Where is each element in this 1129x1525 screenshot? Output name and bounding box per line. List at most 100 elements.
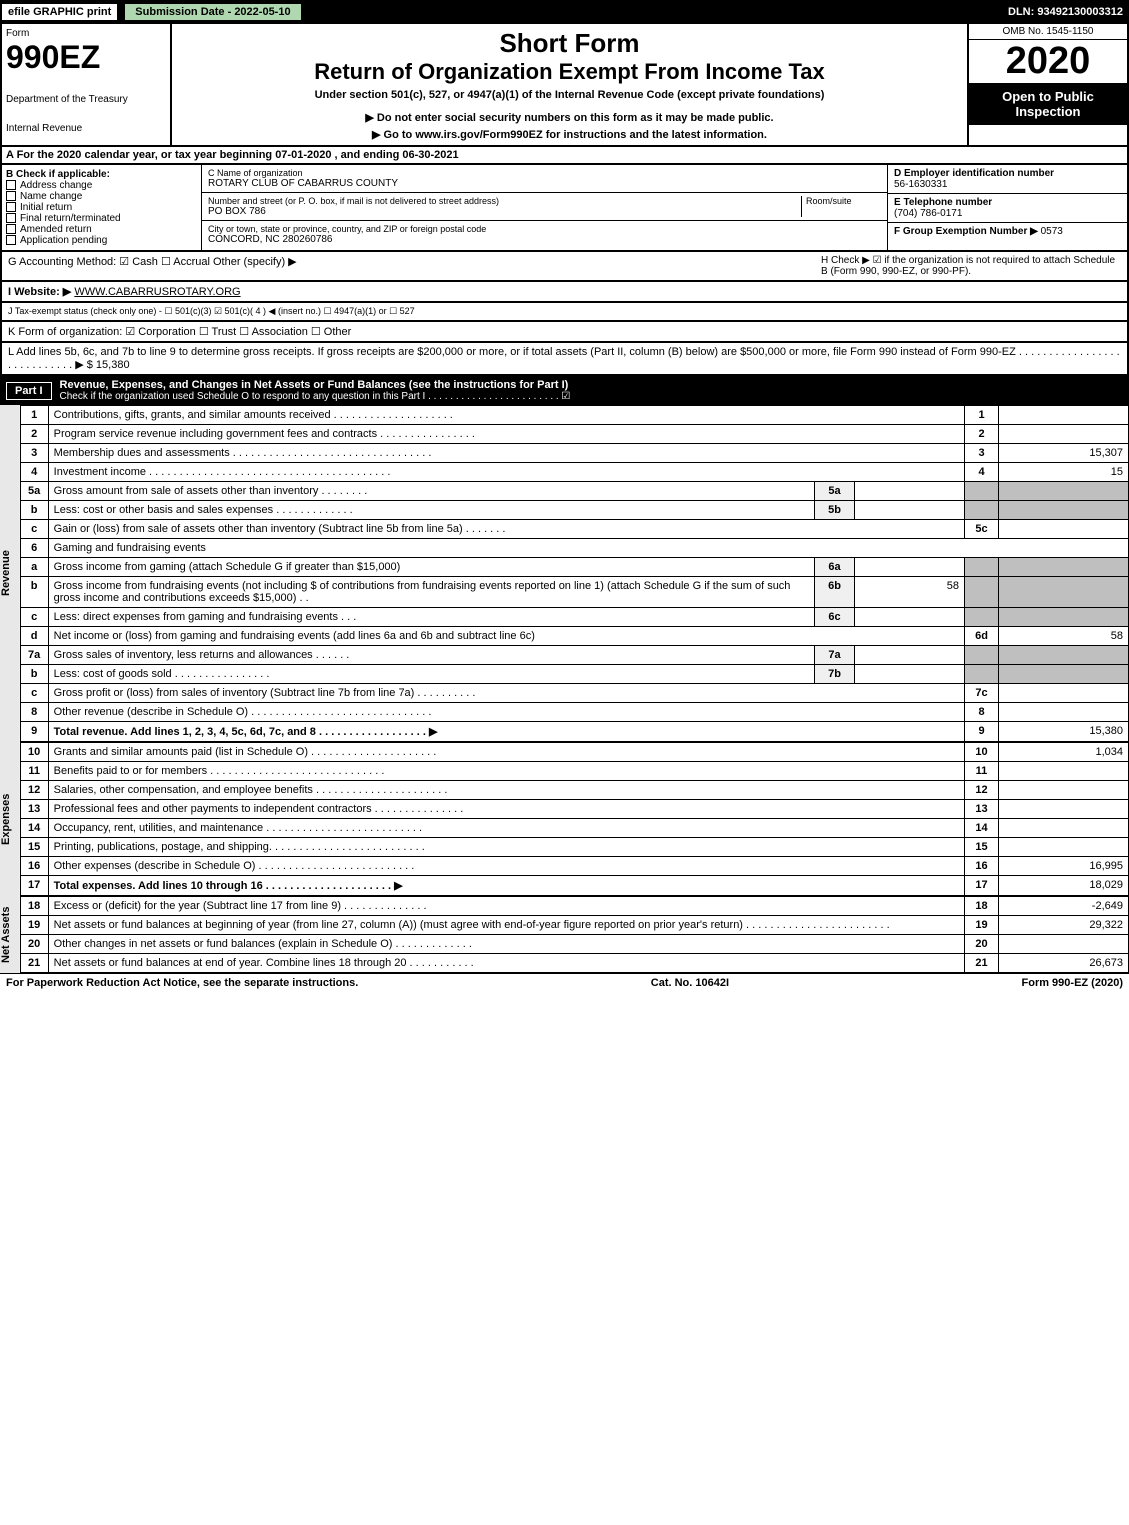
tax-year: 2020 [969, 40, 1127, 83]
footer-mid: Cat. No. 10642I [651, 977, 729, 989]
dept-treasury: Department of the Treasury [6, 94, 166, 105]
chk-address-change[interactable] [6, 180, 16, 190]
table-row: 3Membership dues and assessments . . . .… [20, 444, 1128, 463]
part1-label: Part I [6, 382, 52, 400]
grp-label: F Group Exemption Number ▶ [894, 226, 1038, 237]
table-row: cLess: direct expenses from gaming and f… [20, 608, 1128, 627]
table-row: 2Program service revenue including gover… [20, 425, 1128, 444]
table-row: 18Excess or (deficit) for the year (Subt… [20, 897, 1128, 916]
table-row: cGross profit or (loss) from sales of in… [20, 684, 1128, 703]
ssn-warning: ▶ Do not enter social security numbers o… [176, 111, 963, 124]
website-label: I Website: ▶ [8, 286, 71, 298]
efile-print-button[interactable]: efile GRAPHIC print [0, 2, 119, 22]
box-c: C Name of organization ROTARY CLUB OF CA… [202, 165, 887, 250]
table-row: 5aGross amount from sale of assets other… [20, 482, 1128, 501]
footer-left: For Paperwork Reduction Act Notice, see … [6, 977, 358, 989]
tax-period: A For the 2020 calendar year, or tax yea… [0, 147, 1129, 165]
part1-header: Part I Revenue, Expenses, and Changes in… [0, 376, 1129, 405]
goto-link[interactable]: ▶ Go to www.irs.gov/Form990EZ for instru… [176, 128, 963, 141]
table-row: 6Gaming and fundraising events [20, 539, 1128, 558]
city-label: City or town, state or province, country… [208, 224, 881, 234]
table-row: 21Net assets or fund balances at end of … [20, 954, 1128, 973]
table-row: aGross income from gaming (attach Schedu… [20, 558, 1128, 577]
table-row: 17Total expenses. Add lines 10 through 1… [20, 876, 1128, 896]
table-row: bLess: cost or other basis and sales exp… [20, 501, 1128, 520]
expenses-label: Expenses [0, 742, 20, 896]
table-row: 14Occupancy, rent, utilities, and mainte… [20, 819, 1128, 838]
ein-label: D Employer identification number [894, 168, 1121, 179]
page-footer: For Paperwork Reduction Act Notice, see … [0, 973, 1129, 992]
org-name: ROTARY CLUB OF CABARRUS COUNTY [208, 178, 881, 189]
table-row: 13Professional fees and other payments t… [20, 800, 1128, 819]
table-row: 10Grants and similar amounts paid (list … [20, 743, 1128, 762]
chk-application-pending[interactable] [6, 235, 16, 245]
opt-initial-return: Initial return [20, 202, 72, 213]
table-row: 4Investment income . . . . . . . . . . .… [20, 463, 1128, 482]
tel-value: (704) 786-0171 [894, 208, 1121, 219]
part1-title: Revenue, Expenses, and Changes in Net As… [60, 379, 571, 391]
form-header: Form 990EZ Department of the Treasury In… [0, 24, 1129, 147]
short-form-title: Short Form [176, 28, 963, 59]
room-label: Room/suite [806, 196, 881, 206]
expenses-table: 10Grants and similar amounts paid (list … [20, 742, 1129, 896]
table-row: 19Net assets or fund balances at beginni… [20, 916, 1128, 935]
table-row: bGross income from fundraising events (n… [20, 577, 1128, 608]
table-row: 11Benefits paid to or for members . . . … [20, 762, 1128, 781]
box-b: B Check if applicable: Address change Na… [2, 165, 202, 250]
box-b-label: B Check if applicable: [6, 169, 197, 180]
line-g: G Accounting Method: ☑ Cash ☐ Accrual Ot… [8, 255, 821, 277]
chk-final-return[interactable] [6, 213, 16, 223]
line-i: I Website: ▶ WWW.CABARRUSROTARY.ORG [0, 282, 1129, 303]
line-l: L Add lines 5b, 6c, and 7b to line 9 to … [0, 343, 1129, 376]
chk-name-change[interactable] [6, 191, 16, 201]
table-row: 1Contributions, gifts, grants, and simil… [20, 406, 1128, 425]
form-label: Form [6, 28, 166, 39]
open-public: Open to Public Inspection [969, 83, 1127, 125]
table-row: 20Other changes in net assets or fund ba… [20, 935, 1128, 954]
ein-value: 56-1630331 [894, 179, 1121, 190]
part1-check: Check if the organization used Schedule … [60, 391, 571, 402]
opt-final-return: Final return/terminated [20, 213, 121, 224]
revenue-label: Revenue [0, 405, 20, 742]
footer-right: Form 990-EZ (2020) [1022, 977, 1123, 989]
opt-amended-return: Amended return [20, 224, 92, 235]
table-row: cGain or (loss) from sale of assets othe… [20, 520, 1128, 539]
table-row: 7aGross sales of inventory, less returns… [20, 646, 1128, 665]
line-j: J Tax-exempt status (check only one) - ☐… [0, 303, 1129, 322]
addr-label: Number and street (or P. O. box, if mail… [208, 196, 801, 206]
opt-address-change: Address change [20, 180, 92, 191]
grp-value: 0573 [1041, 226, 1063, 237]
table-row: 9Total revenue. Add lines 1, 2, 3, 4, 5c… [20, 722, 1128, 742]
table-row: 15Printing, publications, postage, and s… [20, 838, 1128, 857]
tel-label: E Telephone number [894, 197, 1121, 208]
revenue-table: 1Contributions, gifts, grants, and simil… [20, 405, 1129, 742]
chk-initial-return[interactable] [6, 202, 16, 212]
main-title: Return of Organization Exempt From Incom… [176, 59, 963, 85]
info-grid: B Check if applicable: Address change Na… [0, 165, 1129, 252]
table-row: 12Salaries, other compensation, and empl… [20, 781, 1128, 800]
line-h: H Check ▶ ☑ if the organization is not r… [821, 255, 1121, 277]
netassets-label: Net Assets [0, 896, 20, 973]
city-value: CONCORD, NC 280260786 [208, 234, 881, 245]
table-row: dNet income or (loss) from gaming and fu… [20, 627, 1128, 646]
dln-label: DLN: 93492130003312 [1008, 6, 1129, 18]
website-link[interactable]: WWW.CABARRUSROTARY.ORG [74, 286, 240, 298]
chk-amended-return[interactable] [6, 224, 16, 234]
netassets-table: 18Excess or (deficit) for the year (Subt… [20, 896, 1129, 973]
addr-value: PO BOX 786 [208, 206, 801, 217]
form-number: 990EZ [6, 39, 166, 76]
subtitle: Under section 501(c), 527, or 4947(a)(1)… [176, 89, 963, 101]
submission-date: Submission Date - 2022-05-10 [123, 2, 302, 22]
table-row: 8Other revenue (describe in Schedule O) … [20, 703, 1128, 722]
top-bar: efile GRAPHIC print Submission Date - 20… [0, 0, 1129, 24]
line-k: K Form of organization: ☑ Corporation ☐ … [0, 322, 1129, 343]
table-row: 16Other expenses (describe in Schedule O… [20, 857, 1128, 876]
line-g-h: G Accounting Method: ☑ Cash ☐ Accrual Ot… [0, 252, 1129, 282]
table-row: bLess: cost of goods sold . . . . . . . … [20, 665, 1128, 684]
dept-irs: Internal Revenue [6, 123, 166, 134]
opt-application-pending: Application pending [20, 235, 107, 246]
box-d: D Employer identification number 56-1630… [887, 165, 1127, 250]
omb-number: OMB No. 1545-1150 [969, 24, 1127, 40]
org-name-label: C Name of organization [208, 168, 881, 178]
opt-name-change: Name change [20, 191, 82, 202]
